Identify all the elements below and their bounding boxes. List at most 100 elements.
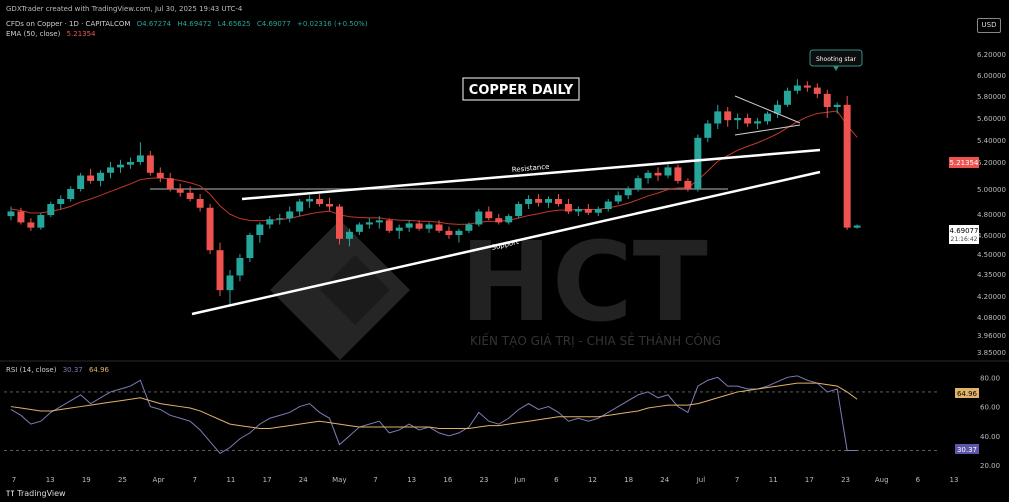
candle-body — [704, 123, 712, 138]
candle-body — [246, 235, 254, 258]
candle-body — [465, 224, 473, 231]
candle-body — [116, 164, 124, 168]
chart-title: COPPER DAILY — [469, 83, 574, 98]
candle-body — [316, 199, 324, 204]
candle-body — [525, 199, 533, 204]
x-tick-label: 11 — [769, 476, 778, 484]
ema-label[interactable]: EMA (50, close) — [6, 30, 61, 38]
support-trendline — [191, 170, 821, 316]
candle-body — [126, 162, 134, 165]
candle-body — [355, 224, 363, 232]
candle-body — [306, 199, 314, 202]
candle-body — [564, 204, 572, 212]
tradingview-logo-icon: ⊺⊺ — [6, 489, 15, 498]
candle-body — [694, 137, 702, 189]
tradingview-footer: ⊺⊺ TradingView — [6, 489, 66, 498]
watermark-tagline: KIẾN TẠO GIÁ TRỊ - CHIA SẺ THÀNH CÔNG — [470, 332, 721, 348]
price-tick-label: 6.20000 — [977, 51, 1006, 59]
price-tick-label: 3.85000 — [977, 349, 1006, 357]
symbol-name[interactable]: CFDs on Copper · 1D · CAPITALCOM — [6, 20, 131, 28]
candle-body — [216, 250, 224, 291]
rsi-header: RSI (14, close) 30.37 64.96 — [6, 366, 113, 374]
candle-body — [405, 223, 413, 228]
candle-body — [226, 275, 234, 291]
candle-body — [186, 192, 194, 199]
candle-body — [87, 175, 95, 181]
candle-body — [166, 178, 174, 189]
rsi-tick-label: 60.00 — [980, 404, 1000, 412]
rsi-badge: 30.37 — [957, 446, 977, 454]
x-tick-label: 7 — [373, 476, 377, 484]
x-tick-label: 23 — [480, 476, 489, 484]
candle-body — [594, 209, 602, 213]
x-tick-label: 11 — [226, 476, 235, 484]
candle-body — [107, 167, 115, 173]
watermark: HCT KIẾN TẠO GIÁ TRỊ - CHIA SẺ THÀNH CÔN… — [270, 218, 721, 360]
candle-body — [664, 167, 672, 176]
x-tick-label: Aug — [875, 476, 889, 484]
candle-body — [425, 224, 433, 229]
x-tick-label: 23 — [841, 476, 850, 484]
x-tick-label: 7 — [735, 476, 739, 484]
x-tick-label: 13 — [950, 476, 959, 484]
candle-body — [236, 258, 244, 276]
rsi-label[interactable]: RSI (14, close) — [6, 366, 57, 374]
price-tick-label: 5.00000 — [977, 186, 1006, 194]
rsi-line — [10, 375, 858, 455]
x-tick-label: Jul — [696, 476, 706, 484]
x-tick-label: 19 — [82, 476, 91, 484]
candle-body — [793, 85, 801, 91]
candle-body — [17, 211, 25, 223]
x-tick-label: 6 — [916, 476, 921, 484]
rsi-tick-label: 40.00 — [980, 433, 1000, 441]
candle-body — [136, 155, 144, 162]
current-price-badge-bg — [949, 225, 979, 244]
candle-body — [276, 218, 284, 220]
price-tick-label: 5.80000 — [977, 93, 1006, 101]
candle-body — [604, 201, 612, 209]
x-tick-label: 17 — [805, 476, 814, 484]
shooting-star-label: Shooting star — [816, 56, 857, 63]
price-tick-label: 6.00000 — [977, 72, 1006, 80]
candle-body — [624, 189, 632, 196]
candle-body — [455, 230, 463, 235]
ohlc-close: C4.69077 — [256, 20, 291, 28]
candle-body — [833, 104, 841, 107]
candle-body — [773, 104, 781, 114]
candle-body — [783, 90, 791, 105]
currency-button[interactable]: USD — [977, 18, 1001, 33]
candle-body — [146, 155, 154, 173]
candle-body — [515, 204, 523, 217]
rsi-tick-label: 20.00 — [980, 462, 1000, 470]
ema-value: 5.21354 — [66, 30, 96, 38]
candle-body — [77, 175, 85, 189]
candle-body — [335, 206, 343, 239]
candle-body — [744, 118, 752, 124]
resistance-label: Resistance — [511, 163, 549, 174]
title-box — [462, 77, 580, 101]
x-tick-label: 17 — [263, 476, 272, 484]
candle-body — [27, 222, 35, 228]
x-tick-label: 13 — [46, 476, 55, 484]
x-tick-label: 24 — [660, 476, 669, 484]
candle-body — [674, 167, 682, 181]
x-tick-label: May — [332, 476, 346, 484]
x-tick-label: 12 — [588, 476, 597, 484]
candle-body — [853, 225, 861, 228]
candle-body — [654, 172, 662, 176]
candle-body — [326, 204, 334, 207]
price-tick-label: 4.08000 — [977, 314, 1006, 322]
candle-body — [535, 199, 543, 203]
candle-body — [47, 204, 55, 216]
rsi-ma-value: 64.96 — [88, 366, 110, 374]
x-tick-label: 18 — [624, 476, 633, 484]
price-tick-label: 5.60000 — [977, 115, 1006, 123]
candle-body — [684, 180, 692, 189]
candle-body — [445, 230, 453, 235]
price-tick-label: 4.35000 — [977, 271, 1006, 279]
x-tick-label: 6 — [554, 476, 559, 484]
candle-body — [734, 118, 742, 121]
candle-body — [176, 189, 184, 193]
resistance-trendline — [241, 148, 821, 201]
